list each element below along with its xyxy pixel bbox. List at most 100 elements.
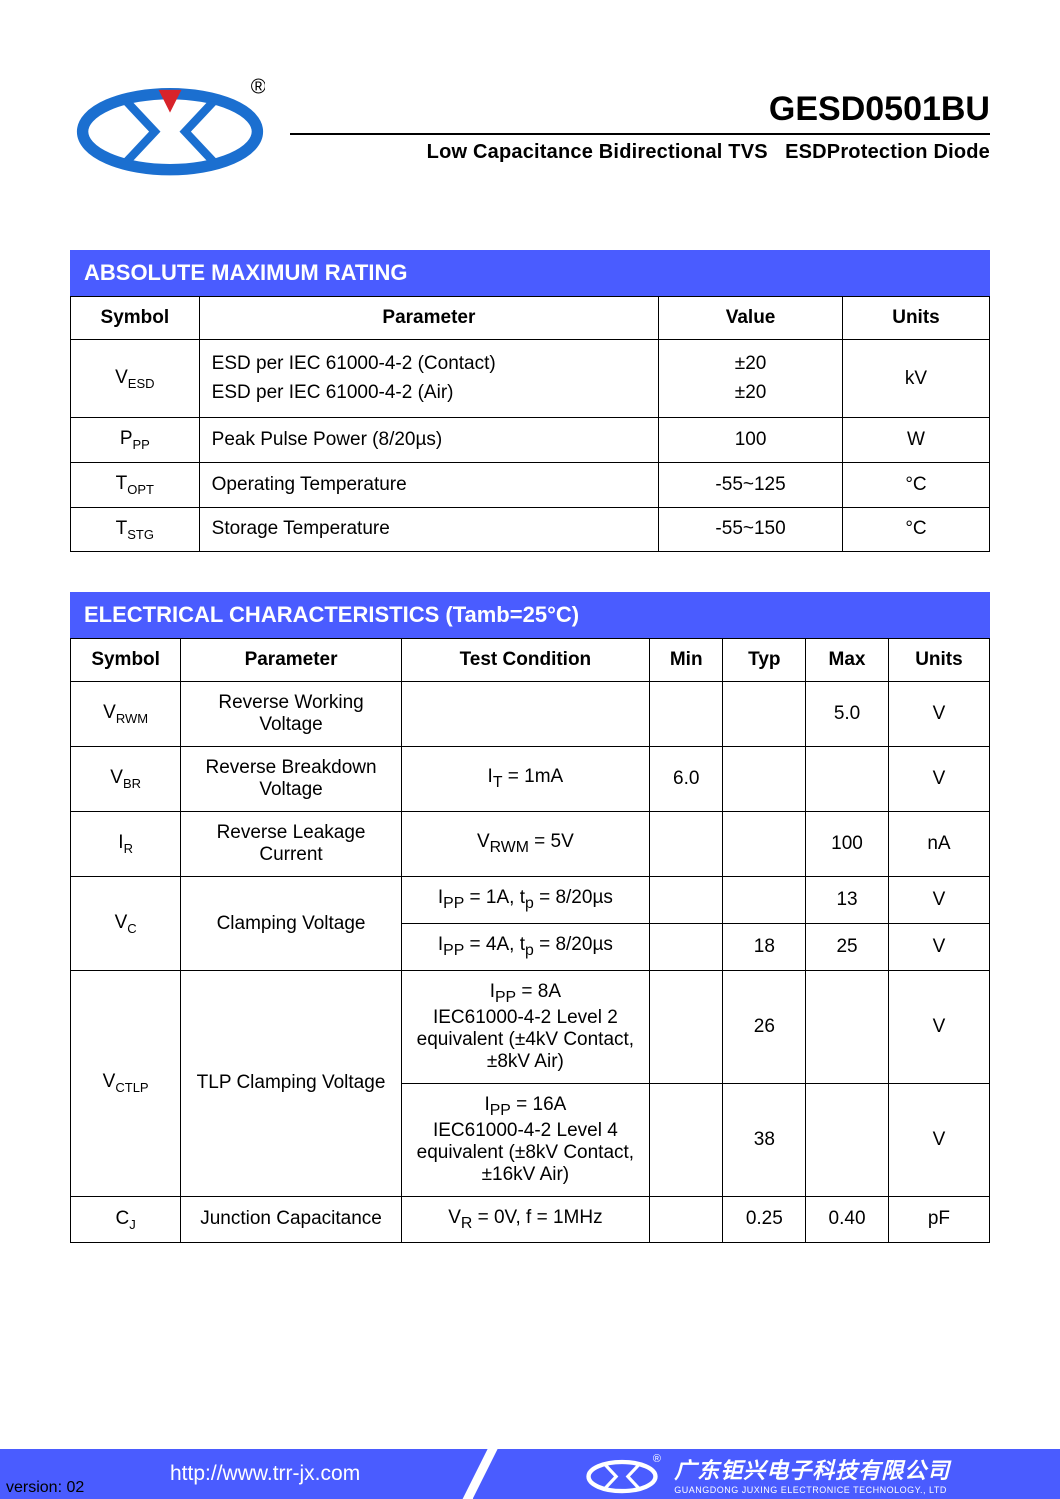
table-row: VESDESD per IEC 61000-4-2 (Contact)ESD p… [71, 340, 990, 418]
max-cell: 13 [806, 877, 889, 924]
symbol-cell: TSTG [71, 507, 200, 552]
col-typ: Typ [723, 639, 806, 682]
value-cell: -55~125 [659, 462, 843, 507]
symbol-cell: VBR [71, 747, 181, 812]
symbol-cell: VC [71, 877, 181, 971]
units-cell: °C [842, 462, 989, 507]
footer-company: ® 广东钜兴电子科技有限公司 GUANGDONG JUXING ELECTRON… [473, 1449, 1060, 1499]
max-cell: 5.0 [806, 682, 889, 747]
min-cell [649, 1083, 723, 1196]
table-row: VBRReverse Breakdown VoltageIT = 1mA6.0 V [71, 747, 990, 812]
table-ec: Symbol Parameter Test Condition Min Typ … [70, 638, 990, 1243]
typ-cell [723, 747, 806, 812]
units-cell: V [888, 970, 989, 1083]
footer: http://www.trr-jx.com ® 广东钜兴电子科技有限公司 GUA… [0, 1449, 1060, 1499]
col-value: Value [659, 297, 843, 340]
table-row: IRReverse Leakage CurrentVRWM = 5V 100nA [71, 812, 990, 877]
company-name-en: GUANGDONG JUXING ELECTRONICE TECHNOLOGY.… [674, 1485, 950, 1495]
section-header-amr: ABSOLUTE MAXIMUM RATING [70, 250, 990, 296]
param-cell: TLP Clamping Voltage [181, 970, 402, 1196]
param-cell: Reverse Working Voltage [181, 682, 402, 747]
symbol-cell: VRWM [71, 682, 181, 747]
test-condition-cell: IT = 1mA [401, 747, 649, 812]
min-cell [649, 682, 723, 747]
test-condition-cell: IPP = 1A, tp = 8/20µs [401, 877, 649, 924]
typ-cell: 26 [723, 970, 806, 1083]
table-row: VCClamping VoltageIPP = 1A, tp = 8/20µs1… [71, 877, 990, 924]
units-cell: nA [888, 812, 989, 877]
max-cell: 100 [806, 812, 889, 877]
units-cell: W [842, 418, 989, 463]
max-cell [806, 1083, 889, 1196]
table-row: TOPTOperating Temperature-55~125°C [71, 462, 990, 507]
max-cell: 25 [806, 924, 889, 971]
symbol-cell: VESD [71, 340, 200, 418]
test-condition-cell: IPP = 16AIEC61000-4-2 Level 4 equivalent… [401, 1083, 649, 1196]
table-amr: Symbol Parameter Value Units VESDESD per… [70, 296, 990, 552]
logo-icon: ® [75, 70, 265, 180]
test-condition-cell: VRWM = 5V [401, 812, 649, 877]
col-units: Units [888, 639, 989, 682]
symbol-cell: IR [71, 812, 181, 877]
param-cell: ESD per IEC 61000-4-2 (Contact)ESD per I… [199, 340, 659, 418]
part-number: GESD0501BU [290, 90, 990, 135]
title-block: GESD0501BU Low Capacitance Bidirectional… [290, 70, 990, 164]
units-cell: V [888, 747, 989, 812]
typ-cell [723, 812, 806, 877]
min-cell [649, 924, 723, 971]
units-cell: °C [842, 507, 989, 552]
typ-cell [723, 682, 806, 747]
version-label: version: 02 [6, 1479, 84, 1497]
min-cell [649, 812, 723, 877]
param-cell: Peak Pulse Power (8/20µs) [199, 418, 659, 463]
subtitle: Low Capacitance Bidirectional TVS ESDPro… [290, 141, 990, 164]
min-cell: 6.0 [649, 747, 723, 812]
svg-text:®: ® [653, 1454, 661, 1465]
col-max: Max [806, 639, 889, 682]
min-cell [649, 970, 723, 1083]
col-min: Min [649, 639, 723, 682]
test-condition-cell [401, 682, 649, 747]
table-header-row: Symbol Parameter Test Condition Min Typ … [71, 639, 990, 682]
test-condition-cell: IPP = 4A, tp = 8/20µs [401, 924, 649, 971]
table-header-row: Symbol Parameter Value Units [71, 297, 990, 340]
param-cell: Reverse Leakage Current [181, 812, 402, 877]
typ-cell [723, 877, 806, 924]
units-cell: V [888, 877, 989, 924]
test-condition-cell: VR = 0V, f = 1MHz [401, 1196, 649, 1243]
col-parameter: Parameter [181, 639, 402, 682]
col-parameter: Parameter [199, 297, 659, 340]
table-row: CJJunction CapacitanceVR = 0V, f = 1MHz0… [71, 1196, 990, 1243]
param-cell: Operating Temperature [199, 462, 659, 507]
units-cell: kV [842, 340, 989, 418]
section-header-ec: ELECTRICAL CHARACTERISTICS (Tamb=25°C) [70, 592, 990, 638]
typ-cell: 18 [723, 924, 806, 971]
value-cell: 100 [659, 418, 843, 463]
value-cell: ±20±20 [659, 340, 843, 418]
param-cell: Reverse Breakdown Voltage [181, 747, 402, 812]
table-row: TSTGStorage Temperature-55~150°C [71, 507, 990, 552]
units-cell: pF [888, 1196, 989, 1243]
table-row: VCTLPTLP Clamping VoltageIPP = 8AIEC6100… [71, 970, 990, 1083]
col-units: Units [842, 297, 989, 340]
param-cell: Storage Temperature [199, 507, 659, 552]
company-logo: ® [70, 70, 270, 180]
min-cell [649, 877, 723, 924]
footer-logo-icon: ® [582, 1454, 662, 1494]
max-cell: 0.40 [806, 1196, 889, 1243]
min-cell [649, 1196, 723, 1243]
units-cell: V [888, 682, 989, 747]
units-cell: V [888, 924, 989, 971]
param-cell: Junction Capacitance [181, 1196, 402, 1243]
param-cell: Clamping Voltage [181, 877, 402, 971]
symbol-cell: TOPT [71, 462, 200, 507]
value-cell: -55~150 [659, 507, 843, 552]
table-row: PPPPeak Pulse Power (8/20µs)100W [71, 418, 990, 463]
units-cell: V [888, 1083, 989, 1196]
company-name-cn: 广东钜兴电子科技有限公司 [674, 1458, 950, 1483]
typ-cell: 38 [723, 1083, 806, 1196]
max-cell [806, 970, 889, 1083]
symbol-cell: VCTLP [71, 970, 181, 1196]
symbol-cell: PPP [71, 418, 200, 463]
test-condition-cell: IPP = 8AIEC61000-4-2 Level 2 equivalent … [401, 970, 649, 1083]
